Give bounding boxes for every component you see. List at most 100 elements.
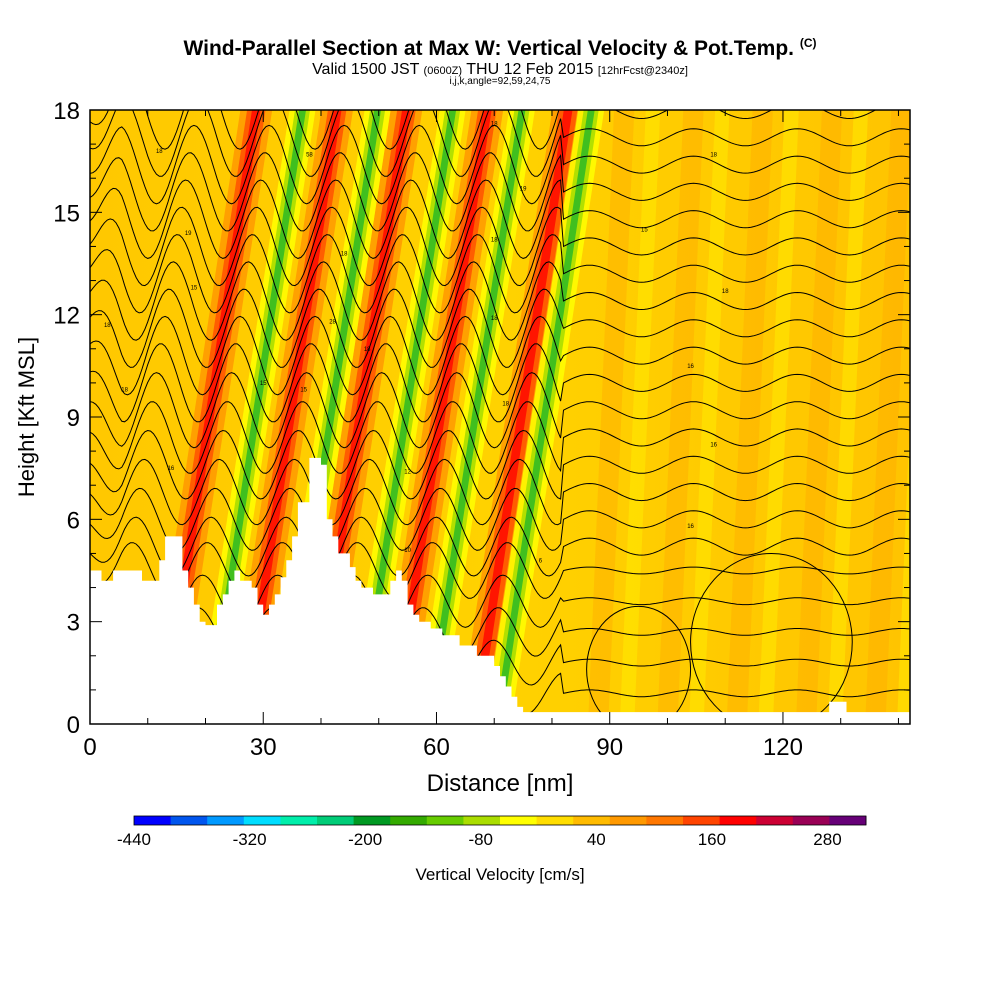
chart-title: Wind-Parallel Section at Max W: Vertical… xyxy=(0,36,1000,61)
y-tick-label-4: 12 xyxy=(53,303,80,330)
contour-label-5: 16 xyxy=(168,466,175,472)
contour-label-24: 16 xyxy=(710,442,717,448)
y-tick-label-3: 9 xyxy=(67,405,80,432)
isentrope-line-14 xyxy=(90,261,910,341)
colorbar-swatch-18 xyxy=(792,816,830,825)
colorbar-swatch-9 xyxy=(463,816,501,825)
colorbar-swatch-13 xyxy=(609,816,647,825)
updraft-band-core-1 xyxy=(239,110,342,724)
colorbar-swatch-8 xyxy=(426,816,464,825)
colorbar-tick-label-2: -200 xyxy=(348,830,382,849)
isentrope-line-21 xyxy=(90,110,877,150)
colorbar-swatch-19 xyxy=(829,816,867,825)
contour-label-18: 10 xyxy=(404,548,411,554)
colorbar-frame xyxy=(133,815,867,826)
contour-label-9: 18 xyxy=(364,347,371,353)
colorbar-label: Vertical Velocity [cm/s] xyxy=(415,865,584,884)
downstream-band-cool-4 xyxy=(897,417,910,724)
downstream-band-cool-1 xyxy=(689,110,730,724)
contour-label-4: 18 xyxy=(121,388,128,394)
colorbar-swatch-17 xyxy=(756,816,794,825)
colorbar-swatch-16 xyxy=(719,816,757,825)
colorbar-swatch-5 xyxy=(317,816,355,825)
contour-label-10: 15 xyxy=(260,381,267,387)
y-tick-label-2: 6 xyxy=(67,507,80,534)
colorbar-swatch-2 xyxy=(207,816,245,825)
colorbar-swatch-7 xyxy=(390,816,428,825)
contour-label-19: 6 xyxy=(539,558,543,564)
contour-label-23: 16 xyxy=(687,364,694,370)
y-axis-label: Height [Kft MSL] xyxy=(14,337,39,497)
isentrope-line-15 xyxy=(90,234,910,314)
contour-label-13: 19 xyxy=(520,186,527,192)
isentrope-line-12 xyxy=(90,315,910,396)
chart-title-tag: (C) xyxy=(799,36,817,50)
updraft-band-core-4 xyxy=(470,110,573,724)
contour-label-0: 18 xyxy=(156,149,163,155)
colorbar-swatch-12 xyxy=(573,816,611,825)
isentrope-line-7 xyxy=(90,458,910,526)
valid-utc: (0600Z) xyxy=(423,65,463,77)
forecast-info: [12hrFcst@2340z] xyxy=(597,65,688,77)
contour-label-14: 18 xyxy=(491,238,498,244)
x-tick-label-0: 0 xyxy=(83,734,96,761)
colorbar-swatch-14 xyxy=(646,816,684,825)
colorbar-swatch-15 xyxy=(683,816,721,825)
potential-temperature-contours xyxy=(90,110,910,724)
x-tick-label-1: 30 xyxy=(250,734,277,761)
low-level-contour-a xyxy=(586,605,692,724)
downstream-band-cool-3 xyxy=(827,110,869,724)
isentrope-line-8 xyxy=(90,429,910,500)
contour-label-6: 58 xyxy=(306,152,313,158)
contour-label-11: 15 xyxy=(300,388,307,394)
contour-label-16: 18 xyxy=(502,401,509,407)
contour-label-22: 18 xyxy=(722,289,729,295)
downstream-band-warm-0 xyxy=(588,110,635,724)
downdraft-band-core-3 xyxy=(424,110,526,724)
colorbar-swatch-4 xyxy=(280,816,318,825)
contour-label-15: 18 xyxy=(491,316,498,322)
x-tick-label-2: 60 xyxy=(423,734,450,761)
isentrope-line-4 xyxy=(90,542,910,599)
low-level-contour-b xyxy=(690,552,853,724)
colorbar-tick-label-6: 280 xyxy=(813,830,841,849)
isentrope-line-9 xyxy=(90,401,910,474)
contour-label-7: 18 xyxy=(341,251,348,257)
chart-subtitle: Valid 1500 JST (0600Z) THU 12 Feb 2015 [… xyxy=(0,61,1000,79)
contour-label-17: 12 xyxy=(404,470,411,476)
x-axis-label: Distance [nm] xyxy=(427,770,574,797)
terrain-mask xyxy=(90,457,910,724)
downstream-band-cool-2 xyxy=(758,110,799,724)
contour-label-8: 28 xyxy=(329,319,336,325)
grid-indices: i,j,k,angle=92,59,24,75 xyxy=(449,76,551,87)
valid-date: THU 12 Feb 2015 xyxy=(466,61,594,78)
colorbar-swatch-6 xyxy=(353,816,391,825)
downstream-band-warm-3 xyxy=(796,110,843,724)
colorbar-tick-label-4: 40 xyxy=(587,830,606,849)
colorbar-swatch-1 xyxy=(170,816,208,825)
x-tick-label-3: 90 xyxy=(596,734,623,761)
contour-label-1: 19 xyxy=(185,231,192,237)
isentrope-line-19 xyxy=(90,124,910,205)
contour-label-3: 18 xyxy=(104,323,111,329)
contour-label-20: 15 xyxy=(641,227,648,233)
axes: 0 30 60 90 120 0 3 6 9 12 15 18 xyxy=(53,98,910,761)
y-tick-label-1: 3 xyxy=(67,610,80,637)
colorbar-swatch-10 xyxy=(500,816,538,825)
colorbar-tick-label-5: 160 xyxy=(698,830,726,849)
y-tick-label-0: 0 xyxy=(67,712,80,739)
chart-title-text: Wind-Parallel Section at Max W: Vertical… xyxy=(183,37,794,60)
colorbar-tick-label-3: -80 xyxy=(468,830,493,849)
isentrope-line-16 xyxy=(90,206,910,287)
isentrope-line-18 xyxy=(90,152,910,232)
downstream-band-warm-2 xyxy=(726,110,773,724)
colorbar-swatch-0 xyxy=(134,816,172,825)
contour-labels: 18 19 15 18 18 16 58 18 28 18 15 15 18 19 18 18 18 12 10 6 1… xyxy=(104,122,729,565)
contour-label-12: 18 xyxy=(491,122,498,128)
y-tick-label-5: 15 xyxy=(53,200,80,227)
isentrope-line-20 xyxy=(90,110,910,177)
valid-time: Valid 1500 JST xyxy=(312,61,420,78)
isentrope-line-17 xyxy=(90,179,910,259)
isentrope-line-13 xyxy=(90,288,910,368)
